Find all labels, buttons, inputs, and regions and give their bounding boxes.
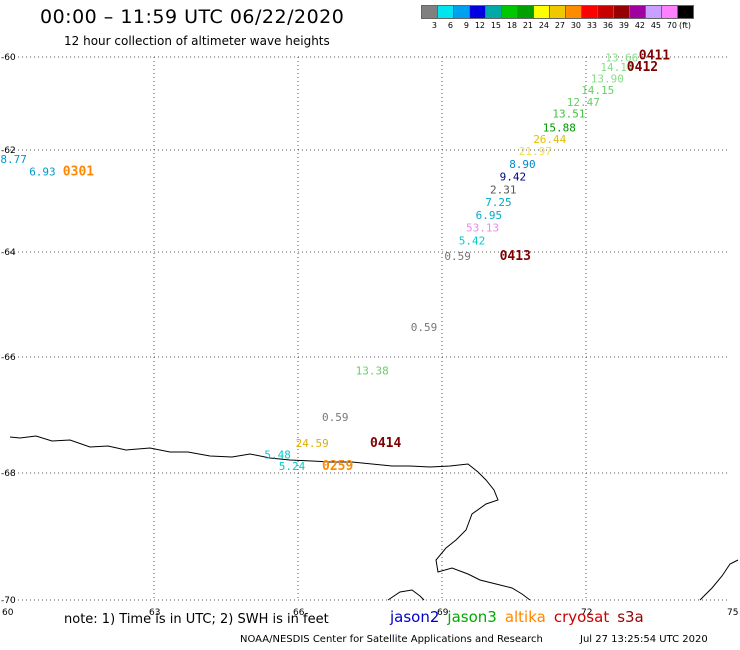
legend-label-10: 33 xyxy=(586,21,597,30)
x-tick-66: 66 xyxy=(293,608,305,618)
y-tick--68: -68 xyxy=(1,469,16,479)
wave-height-13: 6.95 xyxy=(476,209,503,222)
color-legend: 3 6 9 12 15 18 21 24 27 30 33 36 39 42 45 70 (ft) xyxy=(421,5,694,30)
map-title: 00:00 – 11:59 UTC 06/22/2020 xyxy=(40,6,345,28)
wave-height-20: 5.48 xyxy=(264,449,291,462)
legend-swatch-16 xyxy=(677,5,694,19)
coastline xyxy=(9,435,739,601)
legend-label-9: 30 xyxy=(570,21,581,30)
time-tag-0414: 0414 xyxy=(370,436,401,451)
y-tick--64: -64 xyxy=(1,248,16,258)
satellite-jason3: jason3 xyxy=(447,608,497,626)
wave-height-24: 6.93 xyxy=(29,166,56,179)
legend-label-6: 21 xyxy=(522,21,533,30)
wave-height-9: 8.90 xyxy=(509,158,536,171)
wave-height-21: 5.24 xyxy=(279,460,306,473)
wave-height-18: 13.38 xyxy=(356,364,389,377)
legend-label-8: 27 xyxy=(554,21,565,30)
lat-lon-grid xyxy=(10,56,730,601)
wave-height-3: 14.15 xyxy=(581,84,614,97)
legend-label-12: 39 xyxy=(618,21,629,30)
y-tick--62: -62 xyxy=(1,146,16,156)
wave-height-6: 15.88 xyxy=(543,121,576,134)
wave-height-8: 21.97 xyxy=(519,145,552,158)
legend-label-14: 45 xyxy=(650,21,661,30)
map-subtitle: 12 hour collection of altimeter wave hei… xyxy=(64,34,330,48)
observations: 13.6614.1413.9014.1512.4713.5115.8826.44… xyxy=(0,52,638,473)
legend-label-7: 24 xyxy=(538,21,549,30)
x-tick-75: 75 xyxy=(727,608,738,618)
time-tag-0411: 0411 xyxy=(639,48,670,63)
credit-line: NOAA/NESDIS Center for Satellite Applica… xyxy=(240,634,543,645)
legend-label-2: 9 xyxy=(463,21,469,30)
y-tick--60: -60 xyxy=(1,53,16,63)
satellite-cryosat: cryosat xyxy=(553,608,610,626)
map-frame xyxy=(10,57,730,600)
legend-swatches xyxy=(421,5,694,19)
time-tag-0413: 0413 xyxy=(500,249,531,264)
y-tick--70: -70 xyxy=(1,596,16,606)
legend-label-4: 15 xyxy=(490,21,501,30)
wave-height-4: 12.47 xyxy=(567,96,600,109)
x-tick-69: 69 xyxy=(437,608,449,618)
wave-height-5: 13.51 xyxy=(552,107,585,120)
legend-label-13: 42 xyxy=(634,21,645,30)
antarctic-coastline xyxy=(9,435,531,601)
satellite-s3a: s3a xyxy=(617,608,644,626)
wave-height-15: 5.42 xyxy=(459,234,486,247)
coastline-south xyxy=(387,589,425,601)
wave-height-14: 53.13 xyxy=(466,222,499,235)
render-timestamp: Jul 27 13:25:54 UTC 2020 xyxy=(580,634,708,645)
satellite-jason2: jason2 xyxy=(390,608,440,626)
wave-height-19: 0.59 xyxy=(322,411,349,424)
footnote: note: 1) Time is in UTC; 2) SWH is in fe… xyxy=(64,612,329,627)
legend-labels: 3 6 9 12 15 18 21 24 27 30 33 36 39 42 45 70 (ft) xyxy=(421,21,693,30)
wave-height-2: 13.90 xyxy=(591,73,624,86)
time-tag-0259: 0259 xyxy=(322,459,353,474)
wave-height-11: 2.31 xyxy=(490,183,517,196)
wave-height-12: 7.25 xyxy=(485,196,512,209)
x-tick-72: 72 xyxy=(581,608,592,618)
wave-height-22: 24.59 xyxy=(296,437,329,450)
wave-height-10: 9.42 xyxy=(500,171,526,184)
axis-ticks: 60 63 66 69 72 75 -60 -62 -64 -66 -68 -70 xyxy=(1,53,738,618)
x-tick-63: 63 xyxy=(149,608,160,618)
coastline-east xyxy=(699,559,739,601)
time-tag-0301: 0301 xyxy=(63,165,94,180)
y-tick--66: -66 xyxy=(1,353,16,363)
legend-unit: (ft) xyxy=(679,21,692,30)
wave-height-23: 8.77 xyxy=(0,153,27,166)
satellite-altika: altika xyxy=(504,608,546,626)
wave-height-17: 0.59 xyxy=(411,321,438,334)
wave-height-7: 26.44 xyxy=(533,133,566,146)
legend-label-0: 3 xyxy=(431,21,437,30)
x-tick-60: 60 xyxy=(2,608,14,618)
legend-label-5: 18 xyxy=(506,21,517,30)
legend-label-1: 6 xyxy=(447,21,453,30)
legend-label-3: 12 xyxy=(474,21,485,30)
satellite-legend: jason2 jason3 altika cryosat s3a xyxy=(390,608,644,626)
wave-height-16: 0.59 xyxy=(444,250,471,263)
wave-height-1: 14.14 xyxy=(600,61,633,74)
wave-height-0: 13.66 xyxy=(605,52,638,65)
legend-label-15: 70 xyxy=(666,21,677,30)
legend-label-11: 36 xyxy=(602,21,613,30)
time-tag-0412: 0412 xyxy=(627,60,658,75)
